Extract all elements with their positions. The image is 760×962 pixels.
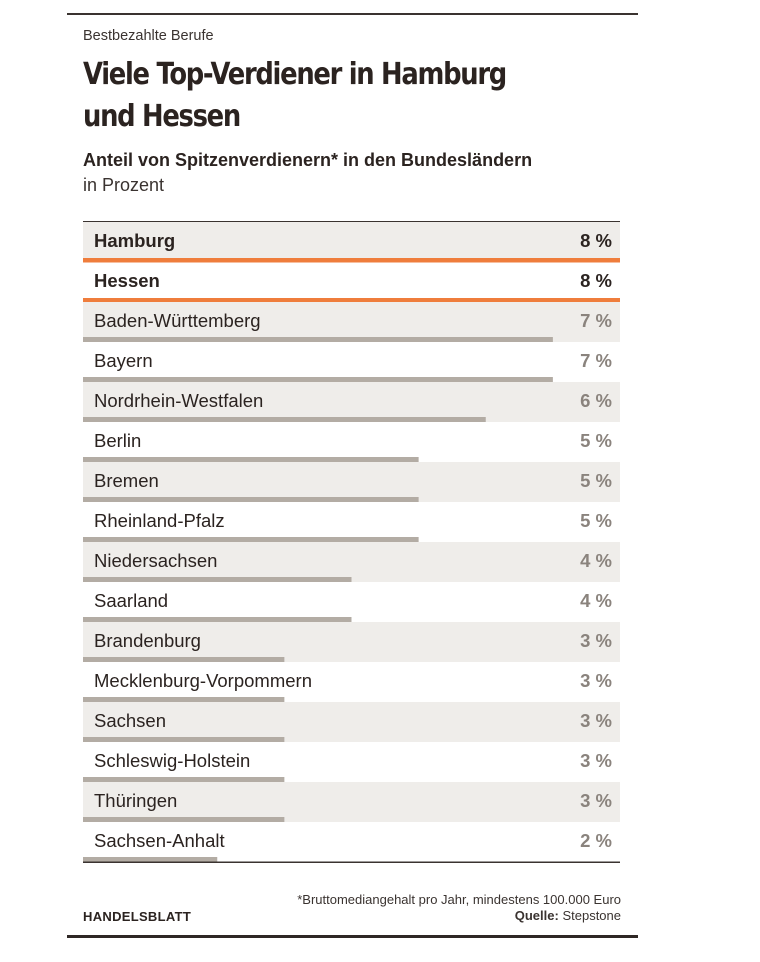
category-label: Niedersachsen [94,550,217,571]
value-label: 3 % [580,670,612,691]
bar [83,617,352,622]
top-rule [67,13,638,15]
category-label: Saarland [94,590,168,611]
row-background [83,542,620,582]
table-top-rule [83,221,620,223]
source-label: Quelle: [514,908,559,923]
category-label: Bremen [94,470,159,491]
category-label: Baden-Württemberg [94,310,261,331]
value-label: 3 % [580,750,612,771]
bar [83,377,553,382]
value-label: 2 % [580,830,612,851]
bar [83,697,285,702]
bar [83,497,419,502]
footnote: *Bruttomediangehalt pro Jahr, mindestens… [297,892,621,907]
category-label: Schleswig-Holstein [94,750,250,771]
bar [83,298,620,303]
table-bottom-rule [83,861,620,863]
category-label: Mecklenburg-Vorpommern [94,670,312,691]
category-label: Nordrhein-Westfalen [94,390,263,411]
category-label: Bayern [94,350,153,371]
value-label: 7 % [580,310,612,331]
value-label: 4 % [580,590,612,611]
bar [83,777,285,782]
bar [83,657,285,662]
value-label: 8 % [580,230,612,251]
row-background [83,782,620,822]
value-label: 4 % [580,550,612,571]
brand-logo: HANDELSBLATT [83,909,192,924]
value-label: 3 % [580,790,612,811]
category-label: Thüringen [94,790,177,811]
headline: Viele Top-Verdiener in Hamburg und Hesse… [83,57,507,134]
value-label: 5 % [580,430,612,451]
bottom-rule [67,935,638,938]
bar [83,577,352,582]
category-label: Berlin [94,430,141,451]
bar [83,537,419,542]
bar [83,817,285,822]
value-label: 8 % [580,270,612,291]
row-background [83,302,620,342]
value-label: 3 % [580,630,612,651]
value-label: 6 % [580,390,612,411]
bar [83,737,285,742]
row-background [83,702,620,742]
category-label: Sachsen-Anhalt [94,830,225,851]
category-label: Hamburg [94,230,175,251]
chart-subtitle: Anteil von Spitzenverdienern* in den Bun… [83,150,533,170]
row-background [83,222,620,262]
value-label: 5 % [580,510,612,531]
row-background [83,382,620,422]
category-label: Rheinland-Pfalz [94,510,225,531]
row-background [83,622,620,662]
value-label: 7 % [580,350,612,371]
bar [83,457,419,462]
category-label: Sachsen [94,710,166,731]
category-label: Brandenburg [94,630,201,651]
source: Quelle: Stepstone [515,908,621,923]
value-label: 3 % [580,710,612,731]
category-label: Hessen [94,270,160,291]
unit-label: in Prozent [83,175,165,195]
bar [83,417,486,422]
source-name: Stepstone [562,908,621,923]
value-label: 5 % [580,470,612,491]
row-background [83,462,620,502]
bar [83,258,620,263]
kicker: Bestbezahlte Berufe [83,28,214,44]
bar [83,857,218,862]
bar [83,337,553,342]
